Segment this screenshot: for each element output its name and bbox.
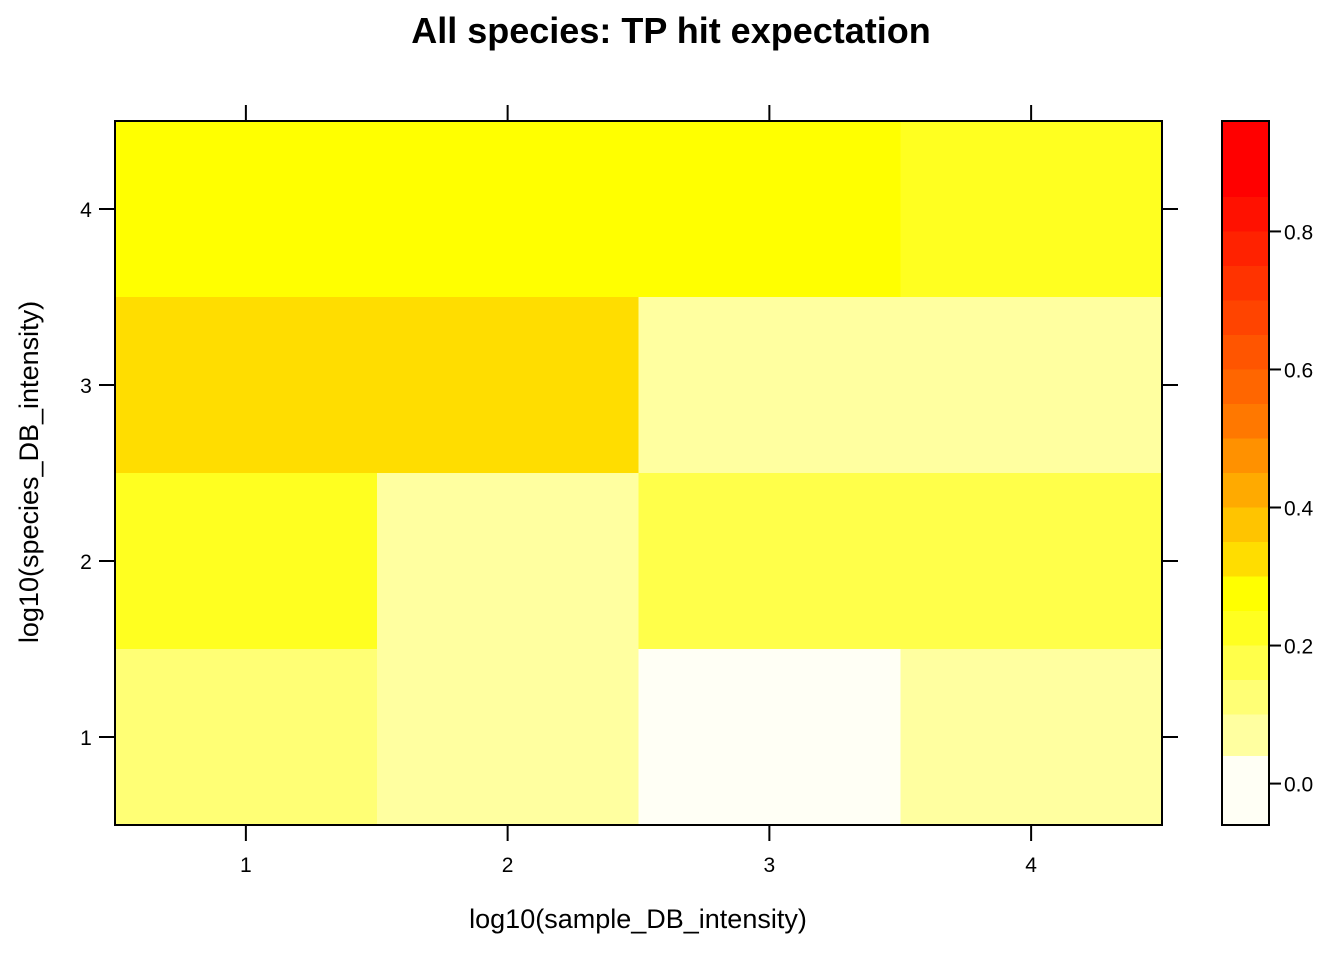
- colorbar-segment: [1222, 611, 1269, 646]
- colorbar: 0.0 0.2 0.4 0.6 0.8: [1221, 120, 1314, 826]
- colorbar-segment: [1222, 334, 1269, 370]
- colorbar-segment: [1222, 300, 1269, 335]
- x-axis-label: log10(sample_DB_intensity): [469, 904, 807, 934]
- heatmap-cell: [900, 297, 1162, 473]
- heatmap-cell: [900, 649, 1162, 825]
- colorbar-segment: [1222, 680, 1269, 715]
- colorbar-segment: [1222, 507, 1269, 543]
- x-tick-label: 2: [502, 854, 514, 877]
- heatmap-cell: [900, 473, 1162, 649]
- colorbar-tick-label: 0.0: [1284, 774, 1313, 797]
- x-tick-label: 1: [240, 854, 252, 877]
- colorbar-segment: [1222, 576, 1269, 612]
- colorbar-segment: [1222, 403, 1269, 439]
- colorbar-segment: [1222, 438, 1269, 473]
- y-axis-label: log10(species_DB_intensity): [14, 301, 44, 643]
- heatmap-cell: [376, 649, 639, 825]
- colorbar-segment: [1222, 121, 1269, 163]
- heatmap-cell: [638, 473, 901, 649]
- x-tick-label: 4: [1025, 854, 1037, 877]
- x-tick-label: 3: [764, 854, 776, 877]
- y-tick-label: 2: [80, 551, 92, 574]
- heatmap-cell: [115, 473, 377, 649]
- colorbar-segment: [1222, 645, 1269, 681]
- colorbar-segment: [1222, 265, 1269, 301]
- colorbar-segment: [1222, 714, 1269, 756]
- y-tick-label: 3: [80, 375, 92, 398]
- colorbar-frame: [1221, 120, 1270, 826]
- heatmap-cell: [638, 121, 901, 297]
- colorbar-tick-label: 0.8: [1284, 221, 1313, 244]
- heatmap-cell: [376, 473, 639, 649]
- y-axis: 1 2 3 4: [80, 199, 1178, 750]
- plot-frame: [114, 120, 1163, 826]
- chart-title: All species: TP hit expectation: [411, 10, 931, 51]
- colorbar-segment: [1222, 196, 1269, 232]
- heatmap-cell: [376, 297, 639, 473]
- colorbar-tick-label: 0.2: [1284, 636, 1313, 659]
- heatmap-cell: [638, 297, 901, 473]
- colorbar-segment: [1222, 231, 1269, 266]
- colorbar-segment: [1222, 473, 1269, 508]
- heatmap-cell: [900, 121, 1162, 297]
- colorbar-segment: [1222, 162, 1269, 197]
- heatmap-cells: [115, 121, 1162, 825]
- y-tick-label: 4: [80, 199, 92, 222]
- heatmap-cell: [638, 649, 901, 825]
- colorbar-segment: [1222, 755, 1269, 825]
- heatmap-cell: [115, 297, 377, 473]
- colorbar-tick-label: 0.6: [1284, 359, 1313, 382]
- colorbar-tick-label: 0.4: [1284, 498, 1314, 521]
- heatmap-cell: [115, 649, 377, 825]
- heatmap-cell: [376, 121, 639, 297]
- y-tick-label: 1: [80, 727, 92, 750]
- heatmap-cell: [115, 121, 377, 297]
- x-axis: 1 2 3 4: [240, 105, 1037, 877]
- colorbar-segment: [1222, 369, 1269, 404]
- colorbar-segment: [1222, 542, 1269, 577]
